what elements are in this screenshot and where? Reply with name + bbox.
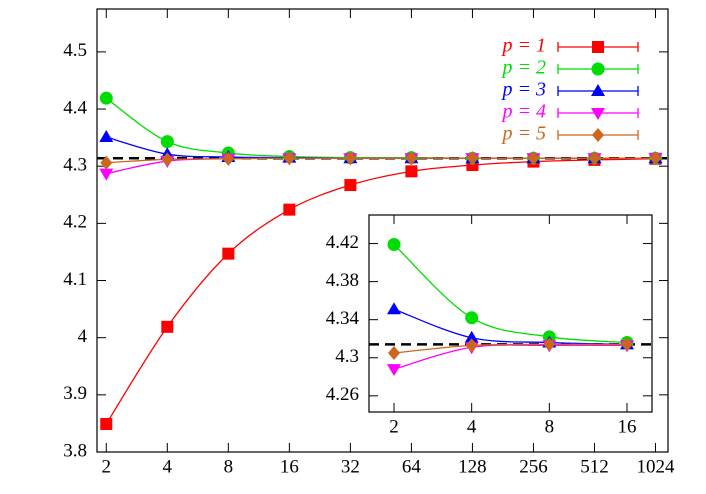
marker [99, 130, 114, 143]
marker [543, 337, 556, 352]
marker [100, 155, 113, 170]
marker [465, 338, 478, 353]
marker [283, 203, 296, 216]
x-tick-label: 64 [402, 456, 422, 477]
marker [161, 320, 174, 333]
legend-label: p = 5 [501, 123, 547, 145]
legend-marker [591, 62, 605, 76]
plot-background [369, 215, 652, 412]
y-tick-label: 4 [78, 326, 88, 347]
y-tick-label: 4.42 [326, 232, 359, 253]
y-tick-label: 4.3 [63, 155, 87, 176]
x-tick-label: 2 [389, 416, 399, 437]
y-tick-label: 4.3 [335, 346, 359, 367]
y-tick-label: 4.38 [326, 270, 359, 291]
plot-frame [368, 214, 653, 413]
x-tick-label: 2 [102, 456, 112, 477]
y-tick-label: 4.34 [326, 308, 360, 329]
marker [527, 151, 540, 166]
x-tick-label: 4 [467, 416, 477, 437]
plot-area [369, 238, 652, 377]
x-tick-label: 8 [545, 416, 555, 437]
marker [466, 151, 479, 166]
y-tick-label: 3.8 [63, 440, 87, 461]
x-tick-label: 256 [519, 456, 548, 477]
legend-label: p = 1 [501, 35, 547, 57]
y-tick-label: 4.5 [63, 40, 87, 61]
x-tick-label: 1024 [637, 456, 676, 477]
y-tick-label: 4.26 [326, 384, 359, 405]
marker [344, 179, 357, 192]
marker [161, 152, 174, 167]
marker [222, 247, 235, 260]
series-line [393, 244, 628, 344]
y-tick-label: 4.2 [63, 212, 87, 233]
marker [100, 417, 113, 430]
y-tick-label: 4.4 [63, 97, 87, 118]
marker [620, 337, 633, 352]
series-line [106, 157, 656, 164]
x-tick-label: 32 [341, 456, 360, 477]
marker [588, 151, 601, 166]
legend-label: p = 4 [501, 101, 547, 123]
marker [222, 151, 235, 166]
marker [387, 302, 402, 315]
x-tick-label: 16 [617, 416, 636, 437]
legend-marker [592, 128, 604, 142]
legend-marker [591, 84, 605, 96]
marker [99, 168, 114, 181]
marker [387, 238, 401, 252]
legend-label: p = 2 [501, 57, 547, 79]
plot-area [97, 91, 668, 430]
marker [405, 151, 418, 166]
plot-frame [96, 8, 669, 453]
legend-marker [592, 41, 604, 53]
x-tick-label: 8 [224, 456, 234, 477]
marker [387, 364, 402, 377]
marker [405, 165, 418, 178]
x-tick-label: 4 [163, 456, 173, 477]
series-line [393, 343, 627, 354]
marker [283, 151, 296, 166]
x-tick-label: 128 [458, 456, 487, 477]
plot: 4.26 4.3 4.34 4.38 4.42 2 4 8 16 [326, 214, 653, 437]
marker [388, 345, 401, 360]
marker [464, 330, 479, 343]
marker [465, 311, 479, 325]
y-tick-label: 4.1 [63, 269, 87, 290]
marker [649, 151, 662, 166]
legend-label: p = 3 [501, 79, 547, 101]
marker [344, 151, 357, 166]
x-tick-label: 16 [280, 456, 299, 477]
legend-marker [591, 108, 605, 120]
marker [160, 135, 174, 149]
marker [99, 91, 113, 105]
y-tick-label: 3.9 [63, 383, 87, 404]
x-tick-label: 512 [580, 456, 609, 477]
